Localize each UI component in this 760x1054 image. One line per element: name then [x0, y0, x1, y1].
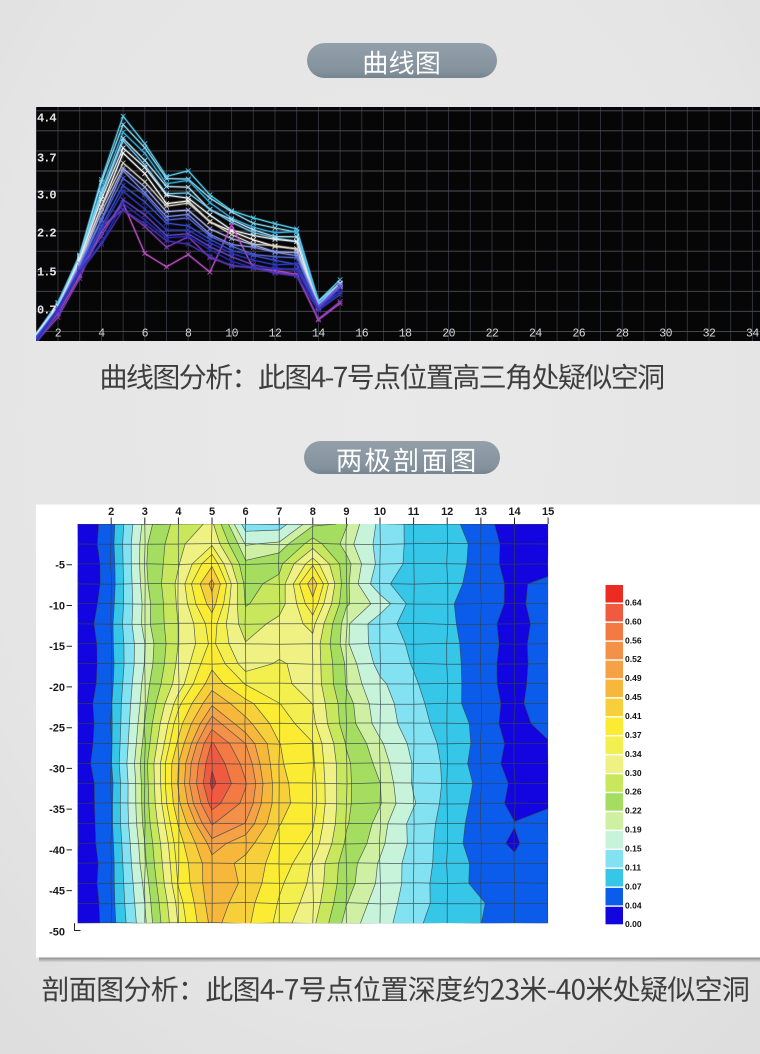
svg-text:2: 2 — [108, 506, 114, 518]
svg-text:0.07: 0.07 — [625, 881, 642, 891]
svg-text:3: 3 — [142, 506, 148, 518]
svg-text:0.34: 0.34 — [625, 749, 642, 759]
svg-text:0.19: 0.19 — [625, 825, 642, 835]
svg-text:0.7: 0.7 — [37, 304, 56, 318]
svg-text:0.45: 0.45 — [625, 692, 642, 702]
svg-text:-50: -50 — [49, 926, 65, 938]
svg-text:0.30: 0.30 — [625, 768, 642, 778]
svg-text:0.11: 0.11 — [625, 862, 641, 872]
svg-text:8: 8 — [185, 328, 192, 341]
svg-text:14: 14 — [508, 506, 521, 518]
svg-text:12: 12 — [269, 328, 282, 341]
svg-text:-20: -20 — [49, 682, 65, 694]
svg-text:2.2: 2.2 — [37, 227, 56, 241]
svg-text:16: 16 — [355, 328, 368, 341]
svg-text:2: 2 — [55, 328, 62, 341]
svg-text:24: 24 — [529, 328, 542, 341]
svg-text:4.4: 4.4 — [37, 112, 56, 126]
svg-text:8: 8 — [310, 506, 316, 518]
svg-text:32: 32 — [703, 328, 716, 341]
svg-text:-35: -35 — [49, 804, 65, 816]
svg-text:0.52: 0.52 — [625, 654, 642, 664]
svg-text:9: 9 — [343, 506, 349, 518]
svg-text:-5: -5 — [55, 560, 65, 572]
svg-text:3.0: 3.0 — [37, 189, 56, 203]
svg-text:20: 20 — [442, 328, 455, 341]
svg-text:28: 28 — [616, 328, 629, 341]
svg-text:15: 15 — [542, 506, 554, 518]
svg-text:26: 26 — [572, 328, 585, 341]
svg-text:14: 14 — [312, 328, 325, 341]
svg-text:0.22: 0.22 — [625, 806, 642, 816]
svg-text:0.64: 0.64 — [625, 597, 642, 607]
svg-text:0.04: 0.04 — [625, 900, 642, 910]
svg-text:-15: -15 — [49, 641, 65, 653]
svg-text:4: 4 — [175, 506, 182, 518]
svg-text:5: 5 — [209, 506, 215, 518]
svg-text:3.7: 3.7 — [37, 152, 56, 166]
svg-text:6: 6 — [142, 328, 149, 341]
svg-text:11: 11 — [408, 506, 420, 518]
svg-text:0.56: 0.56 — [625, 635, 642, 645]
svg-text:22: 22 — [486, 328, 499, 341]
svg-text:-40: -40 — [49, 845, 65, 857]
svg-text:7: 7 — [276, 506, 282, 518]
svg-text:18: 18 — [399, 328, 412, 341]
svg-text:1.5: 1.5 — [37, 266, 56, 280]
svg-text:-25: -25 — [49, 723, 65, 735]
svg-text:-45: -45 — [49, 886, 65, 898]
svg-text:34: 34 — [746, 328, 759, 341]
svg-text:4: 4 — [98, 328, 105, 341]
svg-text:-30: -30 — [49, 763, 65, 775]
svg-text:6: 6 — [243, 506, 249, 518]
svg-text:0.60: 0.60 — [625, 616, 642, 626]
svg-text:13: 13 — [475, 506, 487, 518]
svg-text:0.15: 0.15 — [625, 844, 642, 854]
svg-text:-10: -10 — [49, 601, 65, 613]
svg-text:0.41: 0.41 — [625, 711, 642, 721]
svg-text:0.37: 0.37 — [625, 730, 642, 740]
svg-text:30: 30 — [659, 328, 672, 341]
svg-text:0.26: 0.26 — [625, 787, 642, 797]
svg-text:12: 12 — [441, 506, 453, 518]
svg-text:10: 10 — [225, 328, 238, 341]
svg-text:0.49: 0.49 — [625, 673, 642, 683]
svg-text:10: 10 — [374, 506, 386, 518]
svg-text:0.00: 0.00 — [625, 919, 642, 929]
